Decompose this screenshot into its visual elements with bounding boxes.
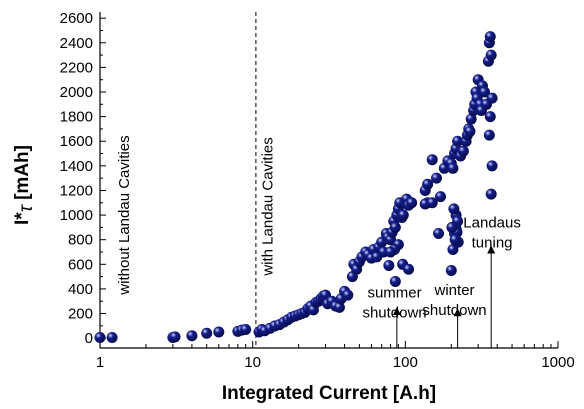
data-point <box>457 145 469 157</box>
y-tick-label: 2600 <box>60 10 93 27</box>
data-point <box>452 135 464 147</box>
data-point <box>389 276 401 288</box>
data-point <box>385 246 397 258</box>
data-point <box>486 92 498 104</box>
plot-area: 1 10 100 1000 0 200 400 600 800 1000 1200 1400 1600 1… <box>60 10 575 371</box>
data-point <box>106 332 118 344</box>
annotation-label: winter <box>434 282 475 299</box>
data-point <box>483 129 495 141</box>
data-point <box>422 178 434 190</box>
data-point <box>478 86 490 98</box>
data-point <box>430 172 442 184</box>
data-point <box>342 289 354 301</box>
x-tick-label: 10 <box>244 354 261 371</box>
data-point <box>465 113 477 125</box>
x-tick-label: 1 <box>96 354 104 371</box>
y-tick-label: 0 <box>85 330 93 347</box>
y-tick-label: 2000 <box>60 84 93 101</box>
y-tick-label: 1000 <box>60 207 93 224</box>
data-point <box>426 197 438 209</box>
y-axis-title-tau: τ <box>16 203 37 212</box>
y-axis-title-unit: [mAh] <box>12 145 33 205</box>
y-tick-label: 600 <box>68 256 93 273</box>
data-point <box>94 332 106 344</box>
x-tick-label: 1000 <box>541 354 574 371</box>
y-tick-label: 2200 <box>60 59 93 76</box>
data-point <box>169 331 181 343</box>
annotation-label: tuning <box>472 234 513 251</box>
data-point <box>333 301 345 313</box>
data-point <box>446 221 458 233</box>
data-point <box>213 326 225 338</box>
y-tick-label: 200 <box>68 306 93 323</box>
y-tick-label: 2400 <box>60 35 93 52</box>
x-tick-label: 100 <box>393 354 418 371</box>
annotation-label: with Landau Cavities <box>260 137 277 276</box>
data-point <box>389 221 401 233</box>
data-point <box>383 260 395 272</box>
data-point <box>485 188 497 200</box>
data-point <box>240 324 252 336</box>
y-axis-title: I*τ [mAh] <box>12 145 37 225</box>
data-point <box>403 263 415 275</box>
data-point <box>447 162 459 174</box>
data-point <box>186 330 198 342</box>
data-point <box>445 264 457 276</box>
annotation-label: shutdown <box>422 302 486 319</box>
data-point <box>397 209 409 221</box>
y-tick-label: 1800 <box>60 109 93 126</box>
x-axis-title: Integrated Current [A.h] <box>222 383 436 404</box>
data-point <box>485 49 497 61</box>
data-point <box>484 111 496 123</box>
data-point <box>433 228 445 240</box>
data-point <box>448 203 460 215</box>
annotation-label: Landaus <box>463 214 521 231</box>
data-point <box>449 234 461 246</box>
data-point <box>435 191 447 203</box>
annotation-label: without Landau Cavities <box>116 135 133 295</box>
y-tick-label: 800 <box>68 232 93 249</box>
annotation-label: shutdown <box>362 305 426 322</box>
data-point <box>484 31 496 43</box>
annotation-label: summer <box>367 285 421 302</box>
y-tick-label: 1600 <box>60 133 93 150</box>
data-point <box>464 125 476 137</box>
y-tick-label: 1400 <box>60 158 93 175</box>
data-point <box>486 160 498 172</box>
y-tick-label: 400 <box>68 281 93 298</box>
y-tick-label: 1200 <box>60 182 93 199</box>
data-point <box>406 197 418 209</box>
data-point <box>201 327 213 339</box>
data-point <box>426 154 438 166</box>
y-axis-title-main: I* <box>12 212 33 225</box>
